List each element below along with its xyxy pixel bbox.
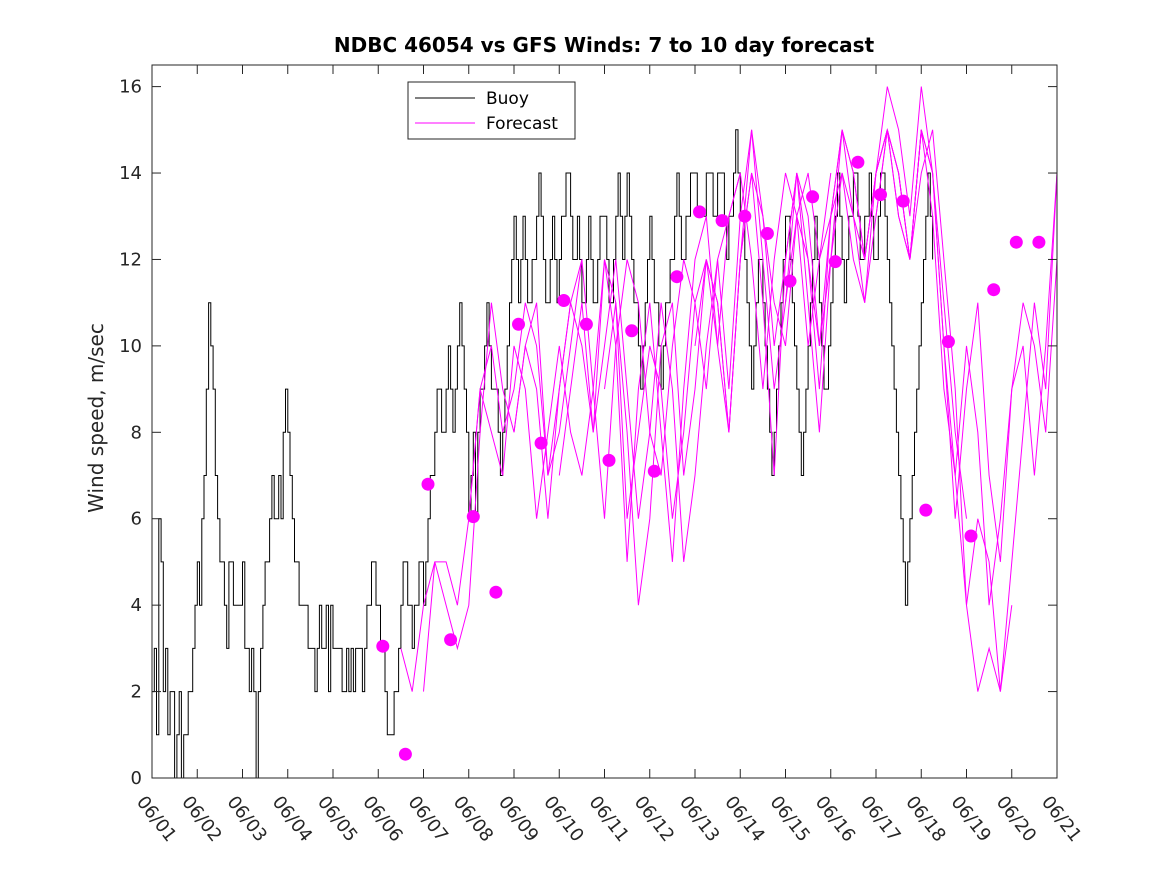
forecast-point (398, 747, 412, 761)
forecast-point (489, 585, 503, 599)
forecast-point (421, 477, 435, 491)
y-tick-label: 4 (131, 595, 142, 616)
y-tick-label: 0 (131, 768, 142, 789)
forecast-run-line (423, 172, 741, 692)
forecast-point (715, 214, 729, 228)
forecast-point (693, 205, 706, 219)
forecast-point (1032, 235, 1046, 249)
buoy-series-line (152, 129, 934, 779)
forecast-run-line (875, 129, 1058, 692)
forecast-point (874, 188, 887, 202)
y-tick-label: 8 (131, 422, 142, 443)
chart-title: NDBC 46054 vs GFS Winds: 7 to 10 day for… (334, 33, 875, 57)
forecast-point (941, 335, 955, 349)
forecast-point (738, 209, 752, 223)
forecast-point (647, 464, 661, 478)
forecast-point (557, 294, 571, 307)
forecast-point (1009, 235, 1023, 249)
forecast-point (987, 283, 1001, 297)
legend-forecast-label: Forecast (486, 114, 558, 134)
forecast-point (466, 510, 480, 524)
y-tick-label: 14 (119, 163, 142, 184)
legend-box (407, 81, 576, 140)
y-tick-label: 10 (119, 336, 142, 357)
forecast-point (534, 436, 548, 450)
y-tick-label: 12 (119, 249, 142, 270)
forecast-point (670, 270, 684, 284)
forecast-point (444, 633, 458, 647)
forecast-point (602, 453, 616, 467)
forecast-point (760, 227, 774, 240)
forecast-point (579, 317, 593, 331)
forecast-run-line (604, 129, 1013, 692)
forecast-point (376, 639, 390, 653)
forecast-point (512, 317, 525, 331)
y-axis-label: Wind speed, m/sec (84, 323, 108, 513)
forecast-point (828, 255, 842, 269)
y-tick-label: 2 (131, 682, 142, 703)
y-tick-label: 16 (119, 77, 142, 98)
series-layer (152, 86, 1058, 779)
forecast-point (806, 190, 820, 204)
forecast-point (896, 194, 910, 208)
forecast-point (964, 529, 978, 543)
forecast-run-line (558, 86, 967, 562)
legend-buoy-label: Buoy (486, 89, 529, 109)
forecast-run-line (400, 259, 583, 692)
y-tick-label: 6 (131, 509, 142, 530)
forecast-point (851, 155, 865, 169)
forecast-point (783, 274, 797, 288)
forecast-point (625, 324, 639, 338)
forecast-point (919, 503, 933, 517)
legend: Buoy Forecast (407, 81, 576, 140)
y-axis-ticks: 0 2 4 6 8 10 12 14 16 (119, 77, 1057, 789)
